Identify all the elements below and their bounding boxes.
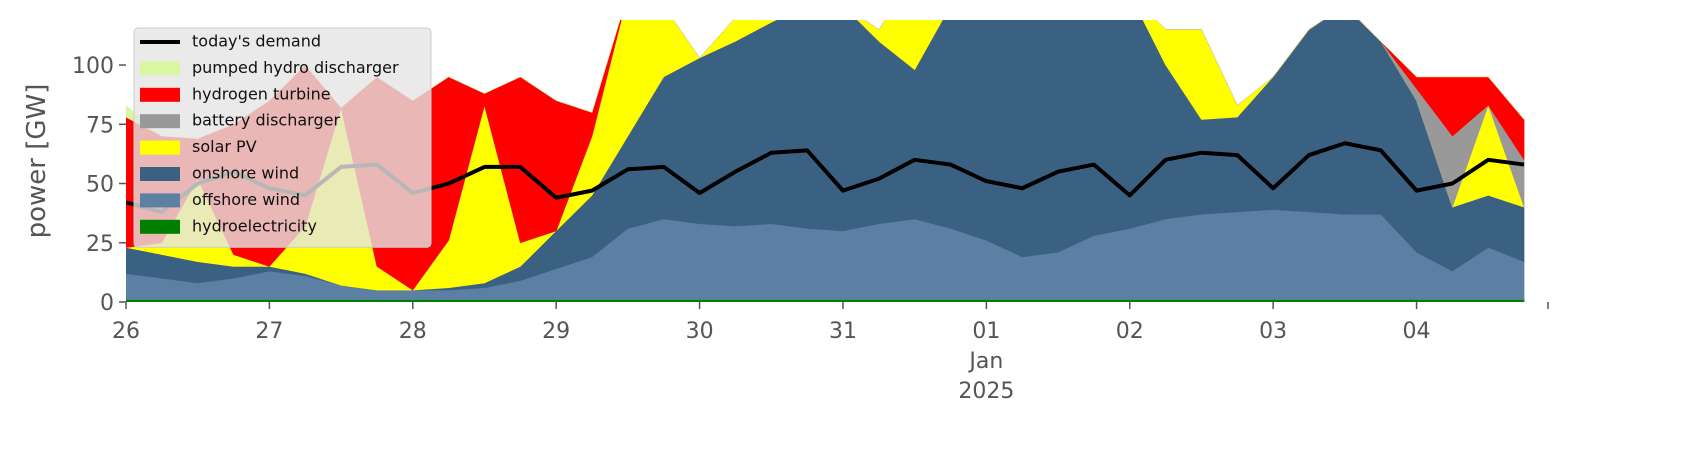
area: [126, 299, 1525, 302]
x-tick-label: 03: [1259, 319, 1287, 344]
x-year-label: 2025: [958, 379, 1014, 404]
y-tick-label: 100: [72, 54, 114, 79]
y-tick-label: 75: [86, 113, 114, 138]
legend-box: [133, 27, 432, 248]
x-tick-label: 28: [399, 319, 427, 344]
x-tick-label: 30: [686, 319, 714, 344]
x-tick-label: 31: [829, 319, 857, 344]
area: [126, 20, 1525, 139]
x-tick-label: 27: [255, 319, 283, 344]
legend-swatch: [140, 140, 180, 155]
y-tick-label: 25: [86, 232, 114, 257]
y-tick-label: 0: [100, 291, 114, 316]
legend-swatch: [140, 61, 180, 76]
x-tick-label: 29: [542, 319, 570, 344]
legend-swatch: [140, 193, 180, 208]
legend-label: onshore wind: [192, 164, 299, 183]
legend-swatch: [140, 167, 180, 181]
x-tick-label: 26: [112, 319, 140, 344]
legend-label: today's demand: [192, 32, 321, 51]
y-tick-label: 50: [86, 173, 114, 198]
legend-label: battery discharger: [192, 111, 340, 130]
x-tick-label: 02: [1116, 319, 1144, 344]
legend-swatch: [140, 114, 180, 129]
x-month-label: Jan: [967, 349, 1003, 374]
legend-label: pumped hydro discharger: [192, 58, 399, 77]
legend-label: solar PV: [192, 137, 257, 156]
legend-swatch: [140, 87, 180, 102]
y-axis-label: power [GW]: [22, 84, 52, 239]
x-tick-label: 04: [1403, 319, 1431, 344]
x-tick-label: 01: [972, 319, 1000, 344]
legend-label: offshore wind: [192, 190, 300, 209]
legend-swatch: [140, 219, 180, 234]
legend-label: hydroelectricity: [192, 216, 317, 235]
legend-label: hydrogen turbine: [192, 84, 331, 103]
